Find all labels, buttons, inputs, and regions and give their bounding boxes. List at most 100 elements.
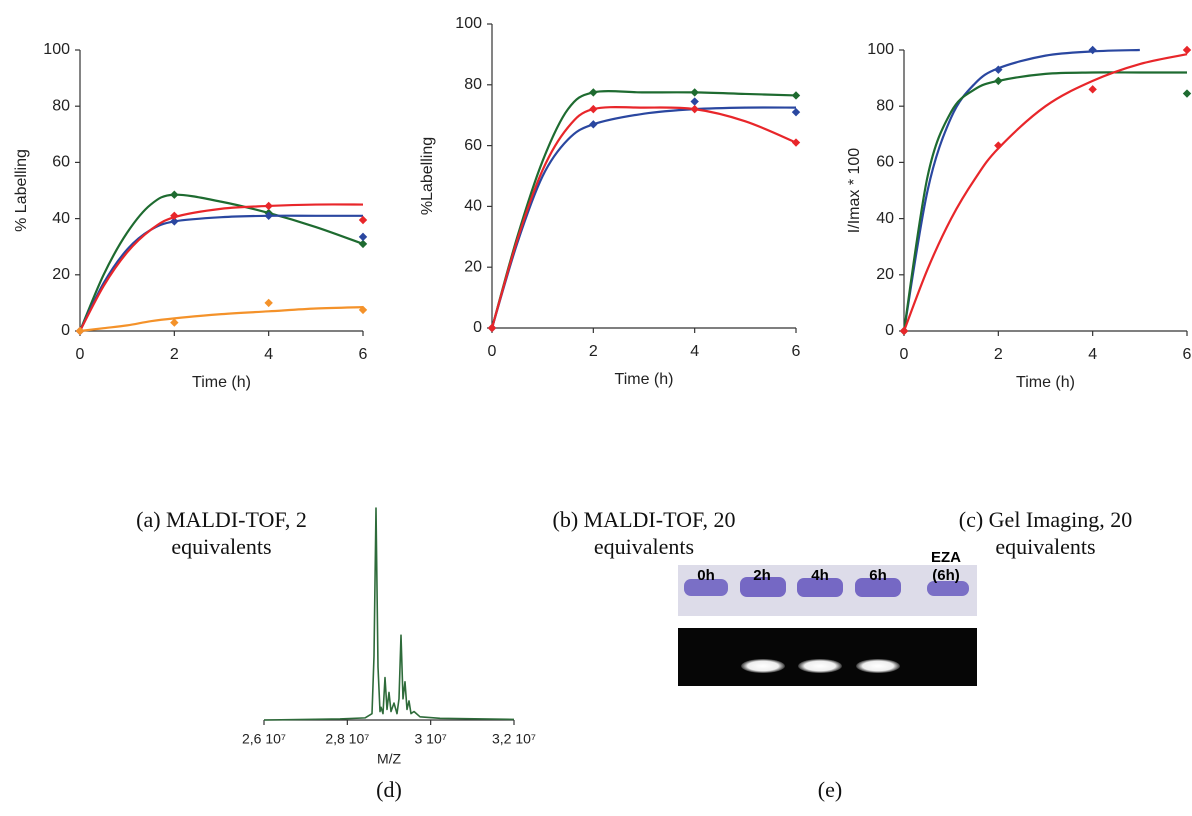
x-tick-label: 4 xyxy=(1088,346,1097,363)
lane-label: 4h xyxy=(811,567,829,584)
x-tick-label: 3 10⁷ xyxy=(415,731,447,747)
y-axis-label: %Labelling xyxy=(419,137,436,215)
y-tick-label: 20 xyxy=(876,266,894,283)
x-tick-label: 4 xyxy=(264,346,273,363)
data-point xyxy=(264,201,273,211)
lane-label: 0h xyxy=(697,567,715,584)
y-tick-label: 40 xyxy=(52,210,70,227)
x-axis-label: Time (h) xyxy=(192,374,251,391)
gel-fluorescence xyxy=(678,628,977,686)
data-point xyxy=(589,104,598,114)
gel-fluor-band xyxy=(798,659,842,673)
x-tick-label: 4 xyxy=(690,343,699,360)
y-tick-label: 60 xyxy=(876,154,894,171)
x-tick-label: 2,8 10⁷ xyxy=(325,731,369,747)
data-point xyxy=(170,217,179,226)
x-axis-label: Time (h) xyxy=(615,371,674,388)
y-tick-label: 20 xyxy=(52,266,70,283)
lane-label: 2h xyxy=(753,567,771,584)
data-point xyxy=(75,326,85,336)
y-tick-label: 80 xyxy=(876,97,894,114)
y-tick-label: 80 xyxy=(52,97,70,114)
y-tick-label: 0 xyxy=(61,322,70,339)
x-tick-label: 2 xyxy=(589,343,598,360)
data-point xyxy=(690,88,699,97)
fit-curve xyxy=(902,48,1140,332)
lane-label: 6h xyxy=(869,567,887,584)
data-point xyxy=(589,120,598,129)
y-tick-label: 60 xyxy=(52,154,70,171)
caption: (e) xyxy=(817,777,843,802)
data-point xyxy=(170,318,179,327)
gel-band xyxy=(797,578,843,597)
gel-fluor-band xyxy=(856,659,900,673)
y-tick-label: 0 xyxy=(473,319,482,336)
x-tick-label: 6 xyxy=(1183,346,1192,363)
x-tick-label: 2 xyxy=(994,346,1003,363)
gel-fluor-band xyxy=(741,659,785,673)
caption: (c) Gel Imaging, 20 equivalents xyxy=(958,507,1133,559)
x-tick-label: 6 xyxy=(359,346,368,363)
y-axis-label: % Labelling xyxy=(13,149,30,232)
data-point xyxy=(170,190,179,199)
x-axis-label: Time (h) xyxy=(1016,374,1075,391)
y-tick-label: 100 xyxy=(43,41,70,58)
data-point xyxy=(487,323,497,333)
y-tick-label: 40 xyxy=(464,198,482,215)
x-tick-label: 0 xyxy=(900,346,909,363)
fit-curve xyxy=(490,106,797,329)
caption: (d) xyxy=(376,777,402,802)
data-point xyxy=(170,211,179,220)
fit-curve xyxy=(79,306,364,333)
data-point xyxy=(589,88,598,97)
data-point xyxy=(690,97,699,106)
data-point xyxy=(791,91,801,100)
data-point xyxy=(994,65,1003,74)
data-point xyxy=(358,239,368,249)
lane-label: EZA (6h) xyxy=(931,549,961,584)
y-tick-label: 20 xyxy=(464,258,482,275)
data-point xyxy=(1088,45,1097,55)
data-point xyxy=(358,305,368,315)
y-axis-label: I/Imax * 100 xyxy=(846,148,863,233)
data-point xyxy=(264,211,273,220)
caption: (b) MALDI-TOF, 20 equivalents xyxy=(552,507,736,559)
x-tick-label: 0 xyxy=(76,346,85,363)
y-tick-label: 100 xyxy=(867,41,894,58)
data-point xyxy=(994,141,1003,150)
x-tick-label: 3,2 10⁷ xyxy=(492,731,536,747)
gel-band xyxy=(684,579,728,596)
fit-curve xyxy=(490,106,797,329)
data-point xyxy=(899,326,909,336)
fit-curve xyxy=(902,71,1187,332)
data-point xyxy=(358,215,368,225)
data-point xyxy=(690,104,699,114)
gel-band xyxy=(927,581,969,596)
data-point xyxy=(358,232,368,242)
x-tick-label: 2 xyxy=(170,346,179,363)
y-tick-label: 40 xyxy=(876,210,894,227)
caption: (a) MALDI-TOF, 2 equivalents xyxy=(136,507,307,559)
y-tick-label: 0 xyxy=(885,322,894,339)
y-tick-label: 80 xyxy=(464,76,482,93)
data-point xyxy=(994,76,1003,86)
data-point xyxy=(264,298,273,308)
gel-band xyxy=(740,577,786,597)
y-tick-label: 100 xyxy=(455,15,482,32)
x-tick-label: 6 xyxy=(792,343,801,360)
fit-curve xyxy=(490,90,797,329)
fit-curve xyxy=(79,203,364,332)
data-point xyxy=(791,107,801,117)
fit-curve xyxy=(902,53,1188,332)
data-point xyxy=(1182,89,1192,98)
x-axis-label: M/Z xyxy=(377,751,402,767)
data-point xyxy=(791,138,801,147)
data-point xyxy=(1182,45,1192,55)
data-point xyxy=(1088,85,1097,94)
x-tick-label: 0 xyxy=(488,343,497,360)
y-tick-label: 60 xyxy=(464,137,482,154)
x-tick-label: 2,6 10⁷ xyxy=(242,731,286,747)
spectrum-line xyxy=(263,507,515,721)
